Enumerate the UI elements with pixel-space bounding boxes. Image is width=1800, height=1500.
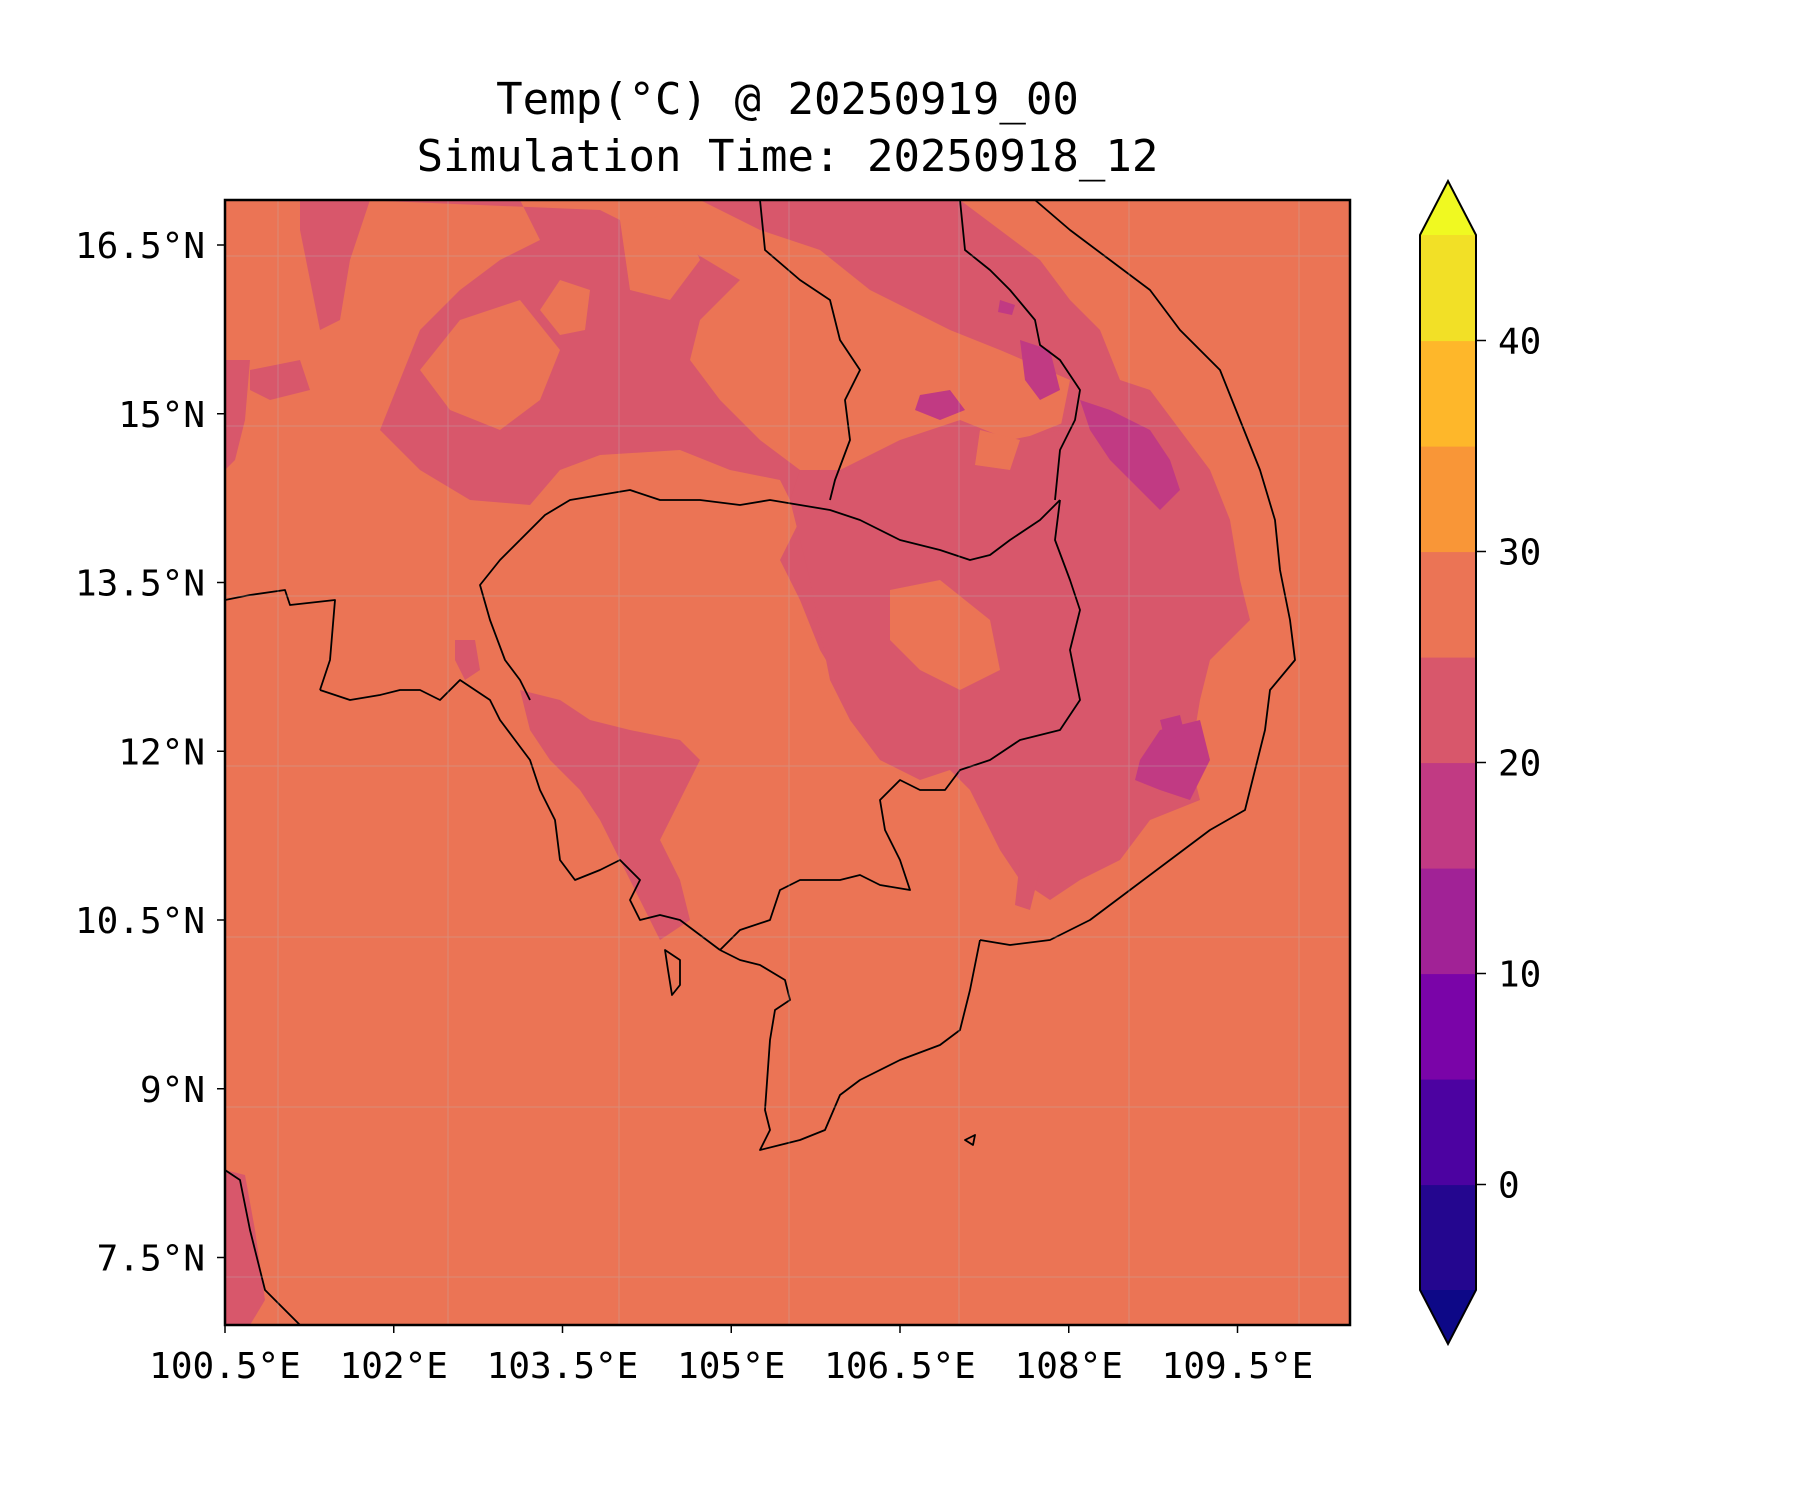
gulf-of-thailand-coast [319,679,721,951]
map-subtitle: Simulation Time: 20250918_12 [416,131,1159,182]
thailand-myanmar-border [225,589,336,691]
malay-peninsula-coast [225,1169,301,1325]
lat-tick-label: 10.5°N [75,901,205,942]
lat-tick-label: 15°N [118,395,205,436]
contour-15-20 [915,300,1210,800]
colorbar-segment [1420,446,1476,553]
colorbar-over-arrow [1420,181,1476,235]
colorbar-under-arrow [1420,1290,1476,1344]
lon-tick-label: 100.5°E [149,1346,301,1387]
laos-vietnam-border [959,200,1081,501]
lon-tick-label: 106.5°E [824,1346,976,1387]
colorbar-segment [1420,235,1476,342]
colorbar-segment [1420,340,1476,447]
colorbar-segment [1420,973,1476,1080]
colorbar-tick-label: 30 [1498,533,1541,574]
mekong-delta [719,939,981,1151]
lon-tick-label: 102°E [340,1346,448,1387]
colorbar-segment [1420,551,1476,658]
colorbar-tick-label: 0 [1498,1166,1520,1207]
colorbar-segment [1420,657,1476,764]
cambodia-vietnam-border [719,499,1081,951]
laos-border [759,200,861,501]
colorbar-segment [1420,868,1476,975]
colorbar-tick-label: 10 [1498,955,1541,996]
lat-tick-label: 7.5°N [97,1239,205,1280]
colorbar-segment [1420,1184,1476,1291]
lat-tick-label: 9°N [140,1070,205,1111]
coastlines-and-borders [225,200,1296,1325]
colorbar-tick-label: 40 [1498,322,1541,363]
thailand-cambodia-border [519,489,1061,561]
lat-tick-label: 12°N [118,732,205,773]
lon-tick-label: 109.5°E [1162,1346,1314,1387]
lon-tick-label: 108°E [1015,1346,1123,1387]
longitude-axis: 100.5°E 102°E 103.5°E 105°E 106.5°E 108°E 109.… [149,1325,1313,1387]
lat-tick-label: 13.5°N [75,564,205,605]
colorbar: 0 10 20 30 40 [1419,178,1541,1347]
con-dao-island [964,1134,976,1146]
map-title: Temp(°C) @ 20250919_00 [496,74,1079,125]
map-area [225,200,1350,1325]
colorbar-tick-label: 20 [1498,744,1541,785]
map-frame [223,198,1352,1327]
phu-quoc-island [664,949,681,996]
contour-holes-25-30 [420,215,1020,690]
lon-tick-label: 103.5°E [487,1346,639,1387]
latitude-axis: 16.5°N 15°N 13.5°N 12°N 10.5°N 9°N 7.5°N [75,226,225,1280]
colorbar-segment [1420,1079,1476,1186]
graticule [225,200,1350,1325]
vietnam-coastline [979,200,1296,946]
lat-tick-label: 16.5°N [75,226,205,267]
lon-tick-label: 105°E [677,1346,785,1387]
colorbar-segment [1420,762,1476,869]
colorbar-outline [1419,178,1477,1347]
cambodia-west-border [479,539,531,701]
